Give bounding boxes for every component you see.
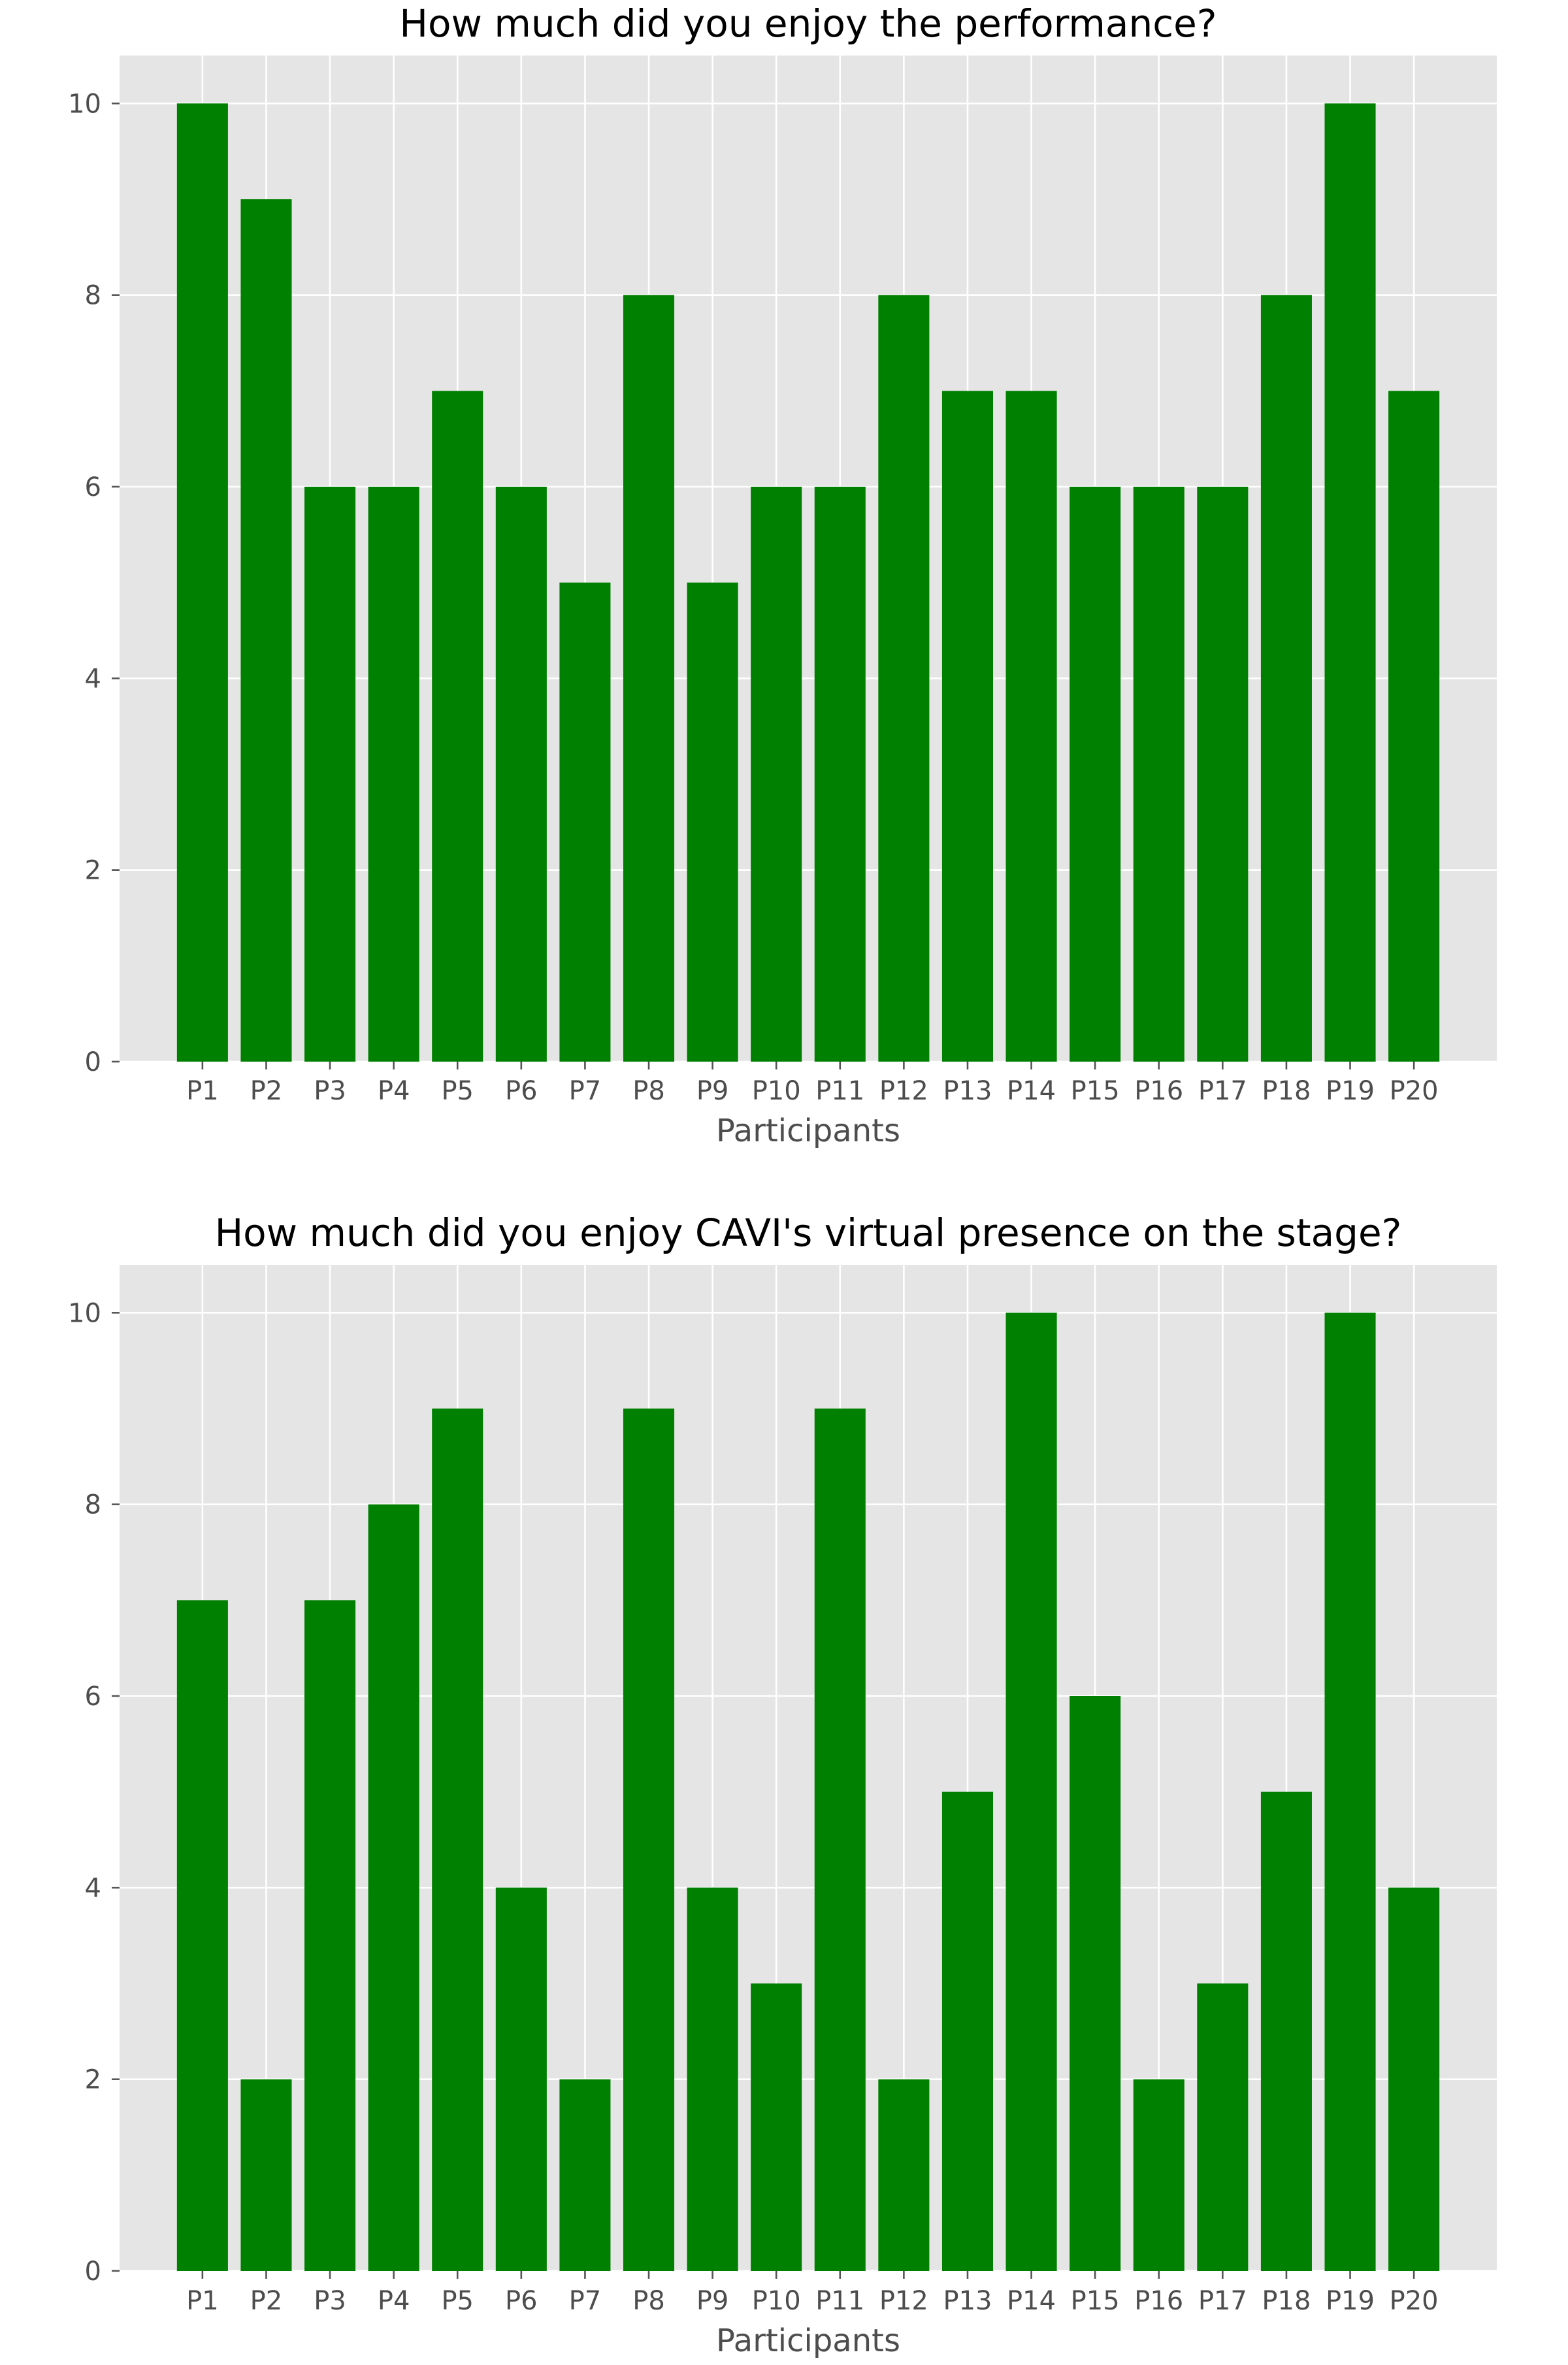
bar-P6	[495, 1887, 547, 2271]
bar-P10	[751, 487, 802, 1062]
bar-P17	[1197, 1983, 1249, 2271]
bar-P15	[1070, 487, 1121, 1062]
bar-P10	[751, 1983, 802, 2271]
chart-enjoy-cavi-presence: 0 2 4 6 8 10 P1 P2 P3 P4 P5 P6 P7 P8 P9 P10 P11 P12 P13 P14…	[68, 1211, 1497, 2359]
bar-P13	[941, 391, 994, 1062]
bar-P3	[304, 1600, 356, 2271]
x-tick-label: P15	[1071, 2286, 1120, 2316]
bar-P1	[176, 103, 228, 1062]
x-tick-label: P2	[250, 2286, 283, 2316]
x-tick-label: P14	[1007, 1076, 1056, 1106]
bar-P15	[1070, 1696, 1121, 2271]
bar-P20	[1388, 1887, 1440, 2271]
x-tick-label: P12	[879, 2286, 928, 2316]
x-tick-label: P6	[505, 1076, 538, 1106]
x-tick-label: P3	[314, 1076, 346, 1106]
x-tick-label: P16	[1134, 2286, 1183, 2316]
y-tick-label: 10	[68, 1298, 101, 1328]
x-tick-label: P14	[1007, 2286, 1056, 2316]
bar-P1	[176, 1600, 228, 2271]
bar-P17	[1197, 487, 1249, 1062]
x-tick-label: P20	[1390, 1076, 1439, 1106]
y-tick-label: 10	[68, 89, 101, 119]
bar-P11	[814, 1409, 866, 2271]
bar-P19	[1324, 103, 1376, 1062]
bar-P3	[304, 487, 356, 1062]
bar-P9	[687, 1887, 738, 2271]
x-tick-label: P11	[815, 1076, 864, 1106]
y-tick-label: 8	[85, 1490, 101, 1520]
x-tick-label: P13	[943, 1076, 992, 1106]
bar-P7	[559, 582, 611, 1062]
x-tick-label: P10	[752, 1076, 801, 1106]
bar-P9	[687, 582, 738, 1062]
bar-P7	[559, 2079, 611, 2271]
x-tick-label: P9	[696, 2286, 729, 2316]
bar-P2	[240, 199, 292, 1062]
bar-P2	[240, 2079, 292, 2271]
x-tick-label: P18	[1262, 2286, 1311, 2316]
y-tick-label: 6	[85, 1682, 101, 1712]
x-tick-label: P5	[441, 1076, 474, 1106]
x-tick-label: P1	[186, 2286, 219, 2316]
x-tick-label: P1	[186, 1076, 219, 1106]
y-tick-label: 8	[85, 281, 101, 311]
bar-P11	[814, 487, 866, 1062]
bar-P16	[1133, 2079, 1184, 2271]
x-tick-label: P4	[378, 2286, 410, 2316]
x-tick-label: P8	[632, 1076, 665, 1106]
bar-P13	[941, 1791, 994, 2271]
x-tick-label: P13	[943, 2286, 992, 2316]
x-tick-label: P12	[879, 1076, 928, 1106]
x-tick-label: P2	[250, 1076, 283, 1106]
x-tick-label: P5	[441, 2286, 474, 2316]
bar-P4	[368, 487, 419, 1062]
bar-P19	[1324, 1313, 1376, 2271]
y-tick-label: 2	[85, 856, 101, 886]
x-tick-label: P11	[815, 2286, 864, 2316]
bar-P5	[432, 391, 483, 1062]
y-tick-label: 0	[85, 1047, 101, 1077]
x-axis-label: Participants	[716, 2323, 900, 2359]
bar-P8	[623, 295, 675, 1062]
bar-P14	[1005, 1313, 1057, 2271]
x-tick-label: P20	[1390, 2286, 1439, 2316]
bar-P12	[878, 2079, 930, 2271]
y-tick-label: 0	[85, 2257, 101, 2287]
bar-P18	[1260, 295, 1312, 1062]
y-tick-label: 6	[85, 472, 101, 502]
x-tick-label: P10	[752, 2286, 801, 2316]
x-tick-label: P3	[314, 2286, 346, 2316]
x-tick-label: P19	[1326, 2286, 1375, 2316]
x-tick-label: P17	[1198, 2286, 1247, 2316]
x-tick-label: P19	[1326, 1076, 1375, 1106]
x-tick-label: P18	[1262, 1076, 1311, 1106]
x-tick-label: P15	[1071, 1076, 1120, 1106]
x-tick-label: P9	[696, 1076, 729, 1106]
chart-enjoy-performance: 0 2 4 6 8 10 P1 P2 P3 P4 P5 P6 P7 P8 P9 P10 P11 P12 P13 P14…	[68, 1, 1497, 1149]
x-tick-label: P17	[1198, 1076, 1247, 1106]
x-tick-label: P6	[505, 2286, 538, 2316]
bar-P8	[623, 1409, 675, 2271]
bar-P20	[1388, 391, 1440, 1062]
x-tick-label: P16	[1134, 1076, 1183, 1106]
bar-P16	[1133, 487, 1184, 1062]
chart-title: How much did you enjoy CAVI's virtual pr…	[215, 1211, 1402, 1255]
y-tick-label: 4	[85, 1873, 101, 1903]
x-tick-label: P7	[569, 1076, 602, 1106]
bar-P4	[368, 1504, 419, 2271]
y-tick-label: 4	[85, 664, 101, 694]
x-tick-label: P7	[569, 2286, 602, 2316]
y-tick-label: 2	[85, 2065, 101, 2095]
bar-P5	[432, 1409, 483, 2271]
bar-P12	[878, 295, 930, 1062]
chart-title: How much did you enjoy the performance?	[399, 1, 1217, 46]
bar-P18	[1260, 1791, 1312, 2271]
x-axis-label: Participants	[716, 1113, 900, 1149]
x-tick-label: P8	[632, 2286, 665, 2316]
bar-P6	[495, 487, 547, 1062]
x-tick-label: P4	[378, 1076, 410, 1106]
bar-P14	[1005, 391, 1057, 1062]
